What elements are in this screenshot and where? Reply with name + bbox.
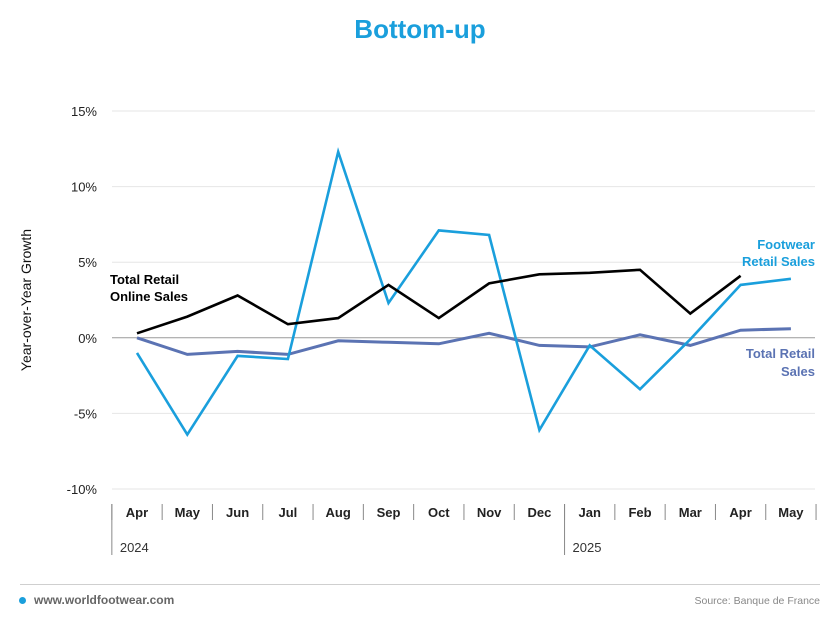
x-tick-label: Apr	[126, 505, 148, 520]
y-axis-label: Year-over-Year Growth	[18, 229, 34, 371]
y-tick-label: 5%	[78, 255, 97, 270]
x-tick-label: Nov	[477, 505, 502, 520]
bullet-dot-icon	[19, 597, 26, 604]
x-tick-label: Oct	[428, 505, 450, 520]
series-line	[136, 268, 742, 335]
series-label: Retail Sales	[742, 254, 815, 269]
year-label: 2024	[120, 540, 149, 555]
x-tick-label: Jul	[279, 505, 298, 520]
x-tick-label: May	[778, 505, 804, 520]
x-tick-label: Apr	[729, 505, 751, 520]
y-tick-label: 15%	[71, 104, 97, 119]
x-tick-label: Jan	[578, 505, 600, 520]
footer-url-link[interactable]: www.worldfootwear.com	[34, 593, 175, 607]
series-line	[135, 147, 792, 438]
y-tick-label: 10%	[71, 180, 97, 195]
x-tick-label: Jun	[226, 505, 249, 520]
x-tick-label: Dec	[527, 505, 551, 520]
x-tick-label: Aug	[326, 505, 351, 520]
series-label: Online Sales	[110, 289, 188, 304]
y-tick-label: 0%	[78, 331, 97, 346]
series-label: Total Retail	[110, 272, 179, 287]
x-tick-label: Mar	[679, 505, 702, 520]
y-tick-label: -5%	[74, 406, 98, 421]
series-label: Sales	[781, 364, 815, 379]
chart-title: Bottom-up	[354, 14, 486, 44]
x-tick-label: May	[175, 505, 201, 520]
series-label: Total Retail	[746, 346, 815, 361]
footer-divider	[20, 584, 820, 585]
x-tick-label: Sep	[377, 505, 401, 520]
source-note: Source: Banque de France	[694, 595, 821, 607]
year-label: 2025	[573, 540, 602, 555]
series-label: Footwear	[757, 237, 815, 252]
x-tick-label: Feb	[628, 505, 651, 520]
series-line	[136, 327, 791, 356]
y-tick-label: -10%	[67, 482, 98, 497]
